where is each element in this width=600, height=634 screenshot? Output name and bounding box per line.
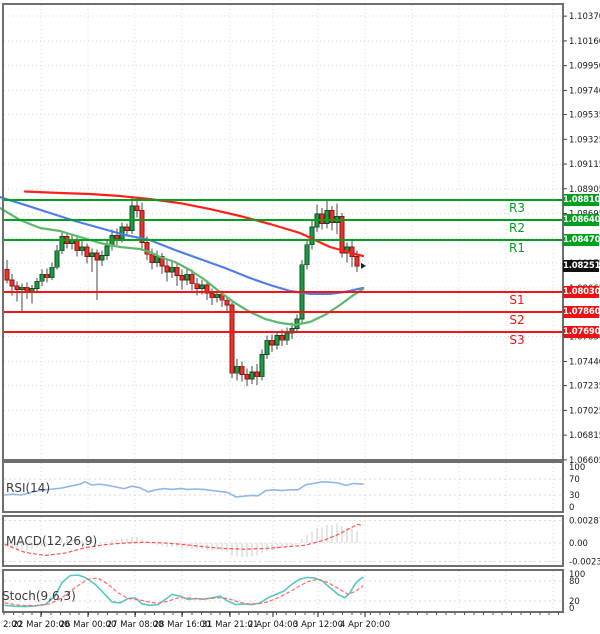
pivot-price-tag-s1: 1.08030 bbox=[563, 285, 600, 298]
time-tick-label: 3 Apr 12:00 bbox=[293, 620, 343, 630]
pivot-price-tag-r2: 1.08640 bbox=[563, 214, 600, 227]
rsi-tick-label: 70 bbox=[569, 475, 580, 485]
panel-borders bbox=[2, 3, 564, 613]
macd-tick-label: 0.00 bbox=[569, 539, 588, 549]
rsi-tick-label: 30 bbox=[569, 491, 580, 501]
last-price-marker bbox=[361, 262, 366, 269]
price-tick-label: 1.06605 bbox=[569, 456, 600, 466]
price-tick-label: 1.10160 bbox=[569, 37, 600, 47]
price-tick-label: 1.07440 bbox=[569, 357, 600, 367]
pivot-label-s1: S1 bbox=[509, 292, 525, 307]
pivot-label-s2: S2 bbox=[509, 312, 525, 327]
stoch-d-line bbox=[4, 577, 364, 607]
time-tick-label: 22 Mar 20:00 bbox=[13, 620, 70, 630]
pivot-price-tag-r1: 1.08470 bbox=[563, 234, 600, 247]
price-tick-label: 1.09950 bbox=[569, 62, 600, 72]
pivot-label-r3: R3 bbox=[509, 201, 525, 215]
time-tick-label: 2 Apr 04:00 bbox=[248, 620, 298, 630]
price-tick-label: 1.09325 bbox=[569, 135, 600, 145]
rsi-line bbox=[4, 480, 364, 498]
grid bbox=[4, 5, 562, 611]
time-tick-label: 4 Apr 20:00 bbox=[340, 620, 390, 630]
price-tick-label: 1.07235 bbox=[569, 382, 600, 392]
stoch-tick-label: 0 bbox=[569, 604, 574, 614]
ma-line-fast-red bbox=[0, 206, 365, 326]
time-tick-label: 2:00 bbox=[3, 620, 22, 630]
macd-tick-label: 0.002879 bbox=[569, 517, 600, 527]
pivot-price-tag-r3: 1.08810 bbox=[563, 194, 600, 206]
pivot-label-r1: R1 bbox=[509, 241, 525, 256]
stoch-tick-label: 20 bbox=[569, 597, 580, 607]
macd-tick-label: -0.002379 bbox=[569, 558, 600, 568]
price-tick-label: 1.07025 bbox=[569, 406, 600, 416]
price-tick-label: 1.06815 bbox=[569, 431, 600, 441]
stoch-tick-label: 80 bbox=[569, 577, 580, 587]
pivot-lines bbox=[4, 199, 562, 333]
rsi-tick-label: 0 bbox=[569, 503, 574, 513]
pivot-price-tag-s2: 1.07860 bbox=[563, 305, 600, 318]
price-tick-label: 1.09740 bbox=[569, 86, 600, 96]
price-tick-label: 1.10370 bbox=[569, 12, 600, 22]
pivot-label-r2: R2 bbox=[509, 221, 525, 236]
rsi-tick-label: 100 bbox=[569, 463, 585, 473]
pivot-price-tag-s3: 1.07690 bbox=[563, 325, 600, 338]
ma-line-mid-blue bbox=[0, 196, 365, 295]
time-tick-label: 26 Mar 00:00 bbox=[60, 620, 117, 630]
time-tick-label: 28 Mar 16:00 bbox=[154, 620, 211, 630]
price-tick-label: 1.09115 bbox=[569, 160, 600, 170]
pivot-label-s3: S3 bbox=[509, 332, 525, 347]
ma-line-slow-green bbox=[23, 190, 365, 258]
time-tick-label: 27 Mar 08:00 bbox=[107, 620, 164, 630]
macd-signal-line bbox=[4, 523, 364, 557]
candlesticks bbox=[4, 197, 360, 387]
price-tick-label: 1.09535 bbox=[569, 111, 600, 121]
stoch-panel-label: Stoch(9,6,3) bbox=[2, 589, 76, 603]
price-tick-label: 1.08905 bbox=[569, 185, 600, 195]
macd-panel-label: MACD(12,26,9) bbox=[6, 534, 98, 548]
current-price-tag: 1.08251 bbox=[563, 259, 600, 272]
rsi-panel-label: RSI(14) bbox=[6, 481, 51, 495]
stoch-tick-label: 100 bbox=[569, 570, 585, 580]
time-tick-label: 31 Mar 21:01 bbox=[202, 620, 259, 630]
